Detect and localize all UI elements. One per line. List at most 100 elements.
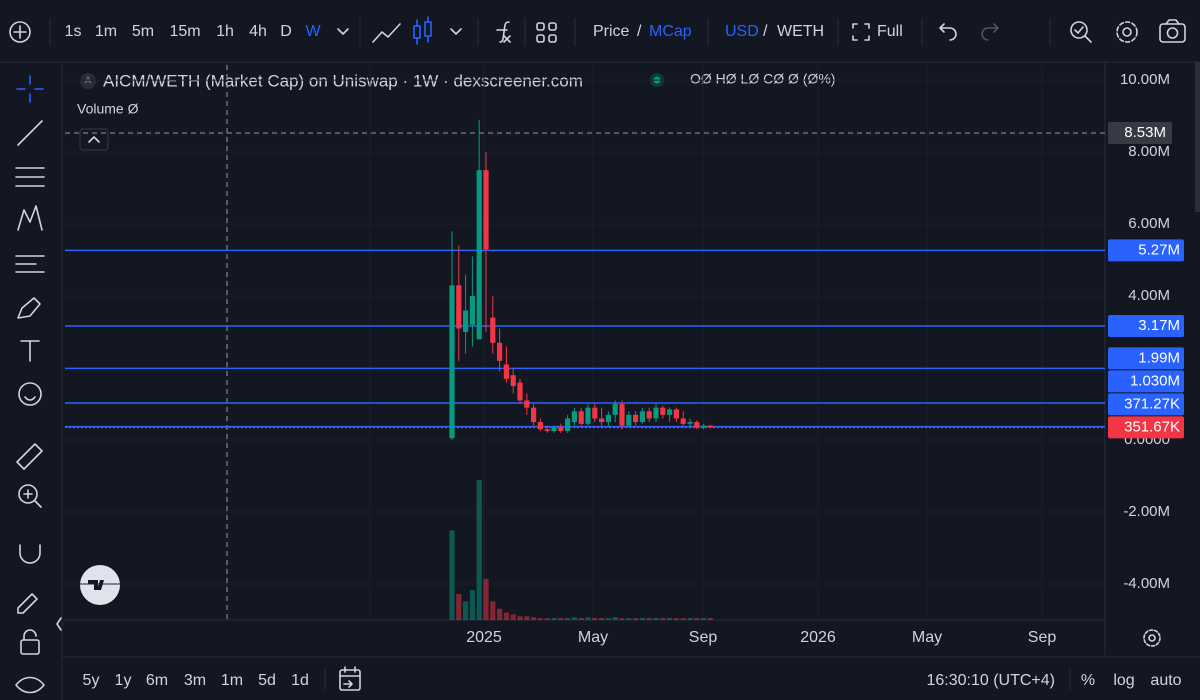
range-button[interactable]: 5y [83,672,100,689]
volume-bar [667,618,673,620]
lock-tool[interactable] [20,629,40,655]
settings-icon[interactable] [1116,21,1138,43]
candle-body [531,407,537,423]
symbol-logo-text: A [85,76,92,87]
price-line-label-bg [1108,347,1184,370]
price-line-label: 3.17M [1138,317,1180,334]
range-button[interactable]: 5d [258,672,276,689]
weth-toggle[interactable]: WETH [777,23,824,40]
y-tick-label: -2.00M [1123,503,1170,520]
brush-tool[interactable] [17,297,41,319]
collapse-toolbar[interactable] [56,617,62,631]
volume-bar [463,601,469,620]
volume-bar [605,618,611,620]
price-line-label-bg [1108,314,1184,337]
undo-icon[interactable] [939,23,957,41]
volume-bar [544,618,550,620]
y-tick-label: 6.00M [1128,215,1170,232]
range-button[interactable]: 6m [146,672,168,689]
x-tick-label: May [912,629,942,646]
axis-settings[interactable] [1143,629,1161,647]
candle-body [463,310,469,333]
chart-type-dropdown[interactable] [450,28,462,35]
candle-body [694,422,700,428]
price-line-label: 1.99M [1138,349,1180,366]
interval-button[interactable]: 5m [132,23,154,40]
volume-bar [497,608,503,620]
date-range-icon[interactable] [339,666,361,691]
interval-dropdown[interactable] [337,28,349,35]
range-button[interactable]: 3m [184,672,206,689]
add-symbol[interactable] [9,21,31,43]
text-tool[interactable] [20,340,40,362]
log-toggle[interactable]: log [1113,672,1134,689]
toolbar-separators [49,18,1051,46]
emoji-tool[interactable] [18,382,42,406]
interval-button[interactable]: 4h [249,23,267,40]
price-toggle[interactable]: Price [593,23,630,40]
hide-tool[interactable] [15,676,45,694]
line-chart-icon[interactable] [372,23,401,43]
interval-button[interactable]: 1m [95,23,117,40]
candle-body [673,409,679,419]
usd-toggle[interactable]: USD [725,23,759,40]
snapshot-icon[interactable] [1159,19,1186,43]
range-button[interactable]: 1d [291,672,309,689]
magnet-tool[interactable] [19,544,41,564]
volume-bar [531,617,537,620]
interval-button[interactable]: D [280,23,292,40]
y-tick-label: 8.00M [1128,143,1170,160]
candle-body [449,285,455,439]
price-line-label: 351.67K [1124,418,1180,435]
interval-button[interactable]: 1h [216,23,234,40]
clock: 16:30:10 (UTC+4) [926,672,1055,689]
candle-body [578,411,584,424]
volume-bar [585,617,591,620]
volume-bar [537,618,543,620]
volume-bar [694,618,700,620]
mcap-toggle[interactable]: MCap [649,23,692,40]
measure-tool[interactable] [16,443,43,470]
interval-button[interactable]: 1s [65,23,82,40]
volume-bar [510,614,516,620]
volume-bar [558,618,564,620]
pattern-tool[interactable] [17,205,43,231]
candle-body [619,404,625,426]
trendline-tool[interactable] [17,120,43,146]
interval-button[interactable]: 15m [169,23,200,40]
forecast-tool[interactable] [15,255,45,273]
volume-bar [612,617,618,620]
range-button[interactable]: 1y [115,672,132,689]
scrollbar[interactable] [1195,62,1200,212]
candle-chart-icon[interactable] [413,16,432,45]
y-tick-label: 10.00M [1120,71,1170,88]
price-line-label-bg [1108,393,1184,416]
x-tick-label: May [578,629,608,646]
fib-tool[interactable] [15,167,45,187]
volume-bar [571,617,577,620]
candle-body [667,409,673,415]
layout-icon[interactable] [536,22,557,43]
volume-bar [469,590,475,620]
lock-drawings-tool[interactable] [17,593,38,614]
range-button[interactable]: 1m [221,672,243,689]
indicators-icon[interactable] [496,21,511,43]
alert-icon[interactable] [1070,21,1092,43]
y-tick-label: 4.00M [1128,287,1170,304]
fullscreen-icon[interactable] [852,23,870,41]
volume-bar [490,601,496,620]
collapse-legend[interactable] [79,128,109,151]
percent-toggle[interactable]: % [1081,672,1095,689]
price-line-label-bg [1108,416,1184,439]
candle-body [517,382,523,401]
candle-body [476,170,482,340]
crosshair-tool[interactable] [16,75,44,103]
auto-toggle[interactable]: auto [1150,672,1181,689]
usd-separator: / [763,23,768,40]
volume-bar [578,618,584,620]
candle-body [571,411,577,423]
interval-button[interactable]: W [305,23,321,40]
zoom-tool[interactable] [18,484,42,508]
candle-body [680,418,686,424]
full-toggle[interactable]: Full [877,23,903,40]
